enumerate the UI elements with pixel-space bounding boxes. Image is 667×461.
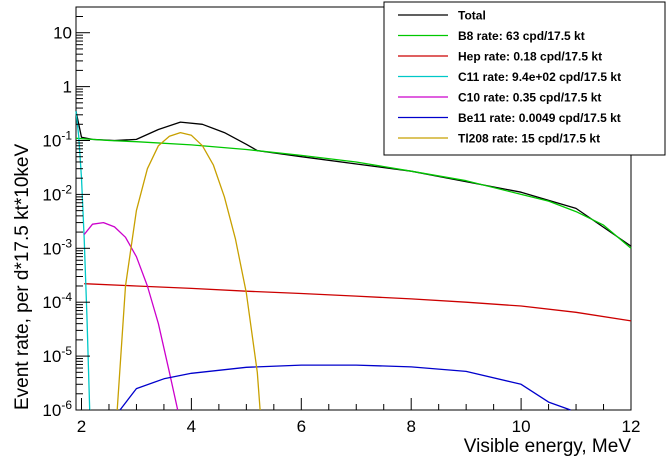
x-tick-label: 6 (297, 417, 306, 436)
legend-label: C11 rate: 9.4e+02 cpd/17.5 kt (458, 70, 621, 84)
y-tick-label: 10-2 (42, 182, 72, 204)
x-tick-label: 8 (406, 417, 415, 436)
x-tick-label: 4 (187, 417, 196, 436)
series-line-2 (84, 283, 632, 322)
chart-axes: 2 4 6 8 10 12 10-6 10-5 10-4 10-3 10-2 10-1 1 10 (42, 6, 641, 436)
legend-label: Tl208 rate: 15 cpd/17.5 kt (458, 132, 600, 146)
legend-label: Hep rate: 0.18 cpd/17.5 kt (458, 50, 602, 64)
plot-frame (75, 6, 632, 411)
x-axis-title: Visible energy, MeV (464, 436, 632, 457)
y-tick-label: 10-5 (42, 344, 72, 366)
y-tick-label: 10-4 (42, 290, 72, 312)
legend-label: Total (458, 9, 486, 23)
series-line-3 (75, 111, 91, 411)
chart-marks (75, 111, 632, 411)
y-axis-title: Event rate, per d*17.5 kt*10keV (12, 144, 33, 410)
legend-label: C10 rate: 0.35 cpd/17.5 kt (458, 91, 601, 105)
legend-items: Total B8 rate: 63 cpd/17.5 kt Hep rate: 0.… (398, 9, 621, 146)
y-tick-label: 10-1 (42, 129, 72, 151)
y-tick-label: 10-3 (42, 236, 72, 258)
y-tick-label: 10 (53, 24, 72, 43)
legend-label: Be11 rate: 0.0049 cpd/17.5 kt (458, 111, 621, 125)
series-line-1 (75, 137, 632, 249)
legend: Total B8 rate: 63 cpd/17.5 kt Hep rate: 0.… (383, 1, 666, 156)
y-tick-label: 10-6 (42, 398, 72, 420)
legend-box (383, 1, 666, 156)
series-line-6 (116, 131, 261, 411)
x-tick-label: 10 (512, 417, 531, 436)
legend-label: B8 rate: 63 cpd/17.5 kt (458, 29, 585, 43)
x-tick-label: 12 (622, 417, 641, 436)
x-tick-label: 2 (77, 417, 86, 436)
y-tick-label: 1 (63, 78, 72, 97)
series-line-5 (119, 364, 571, 411)
